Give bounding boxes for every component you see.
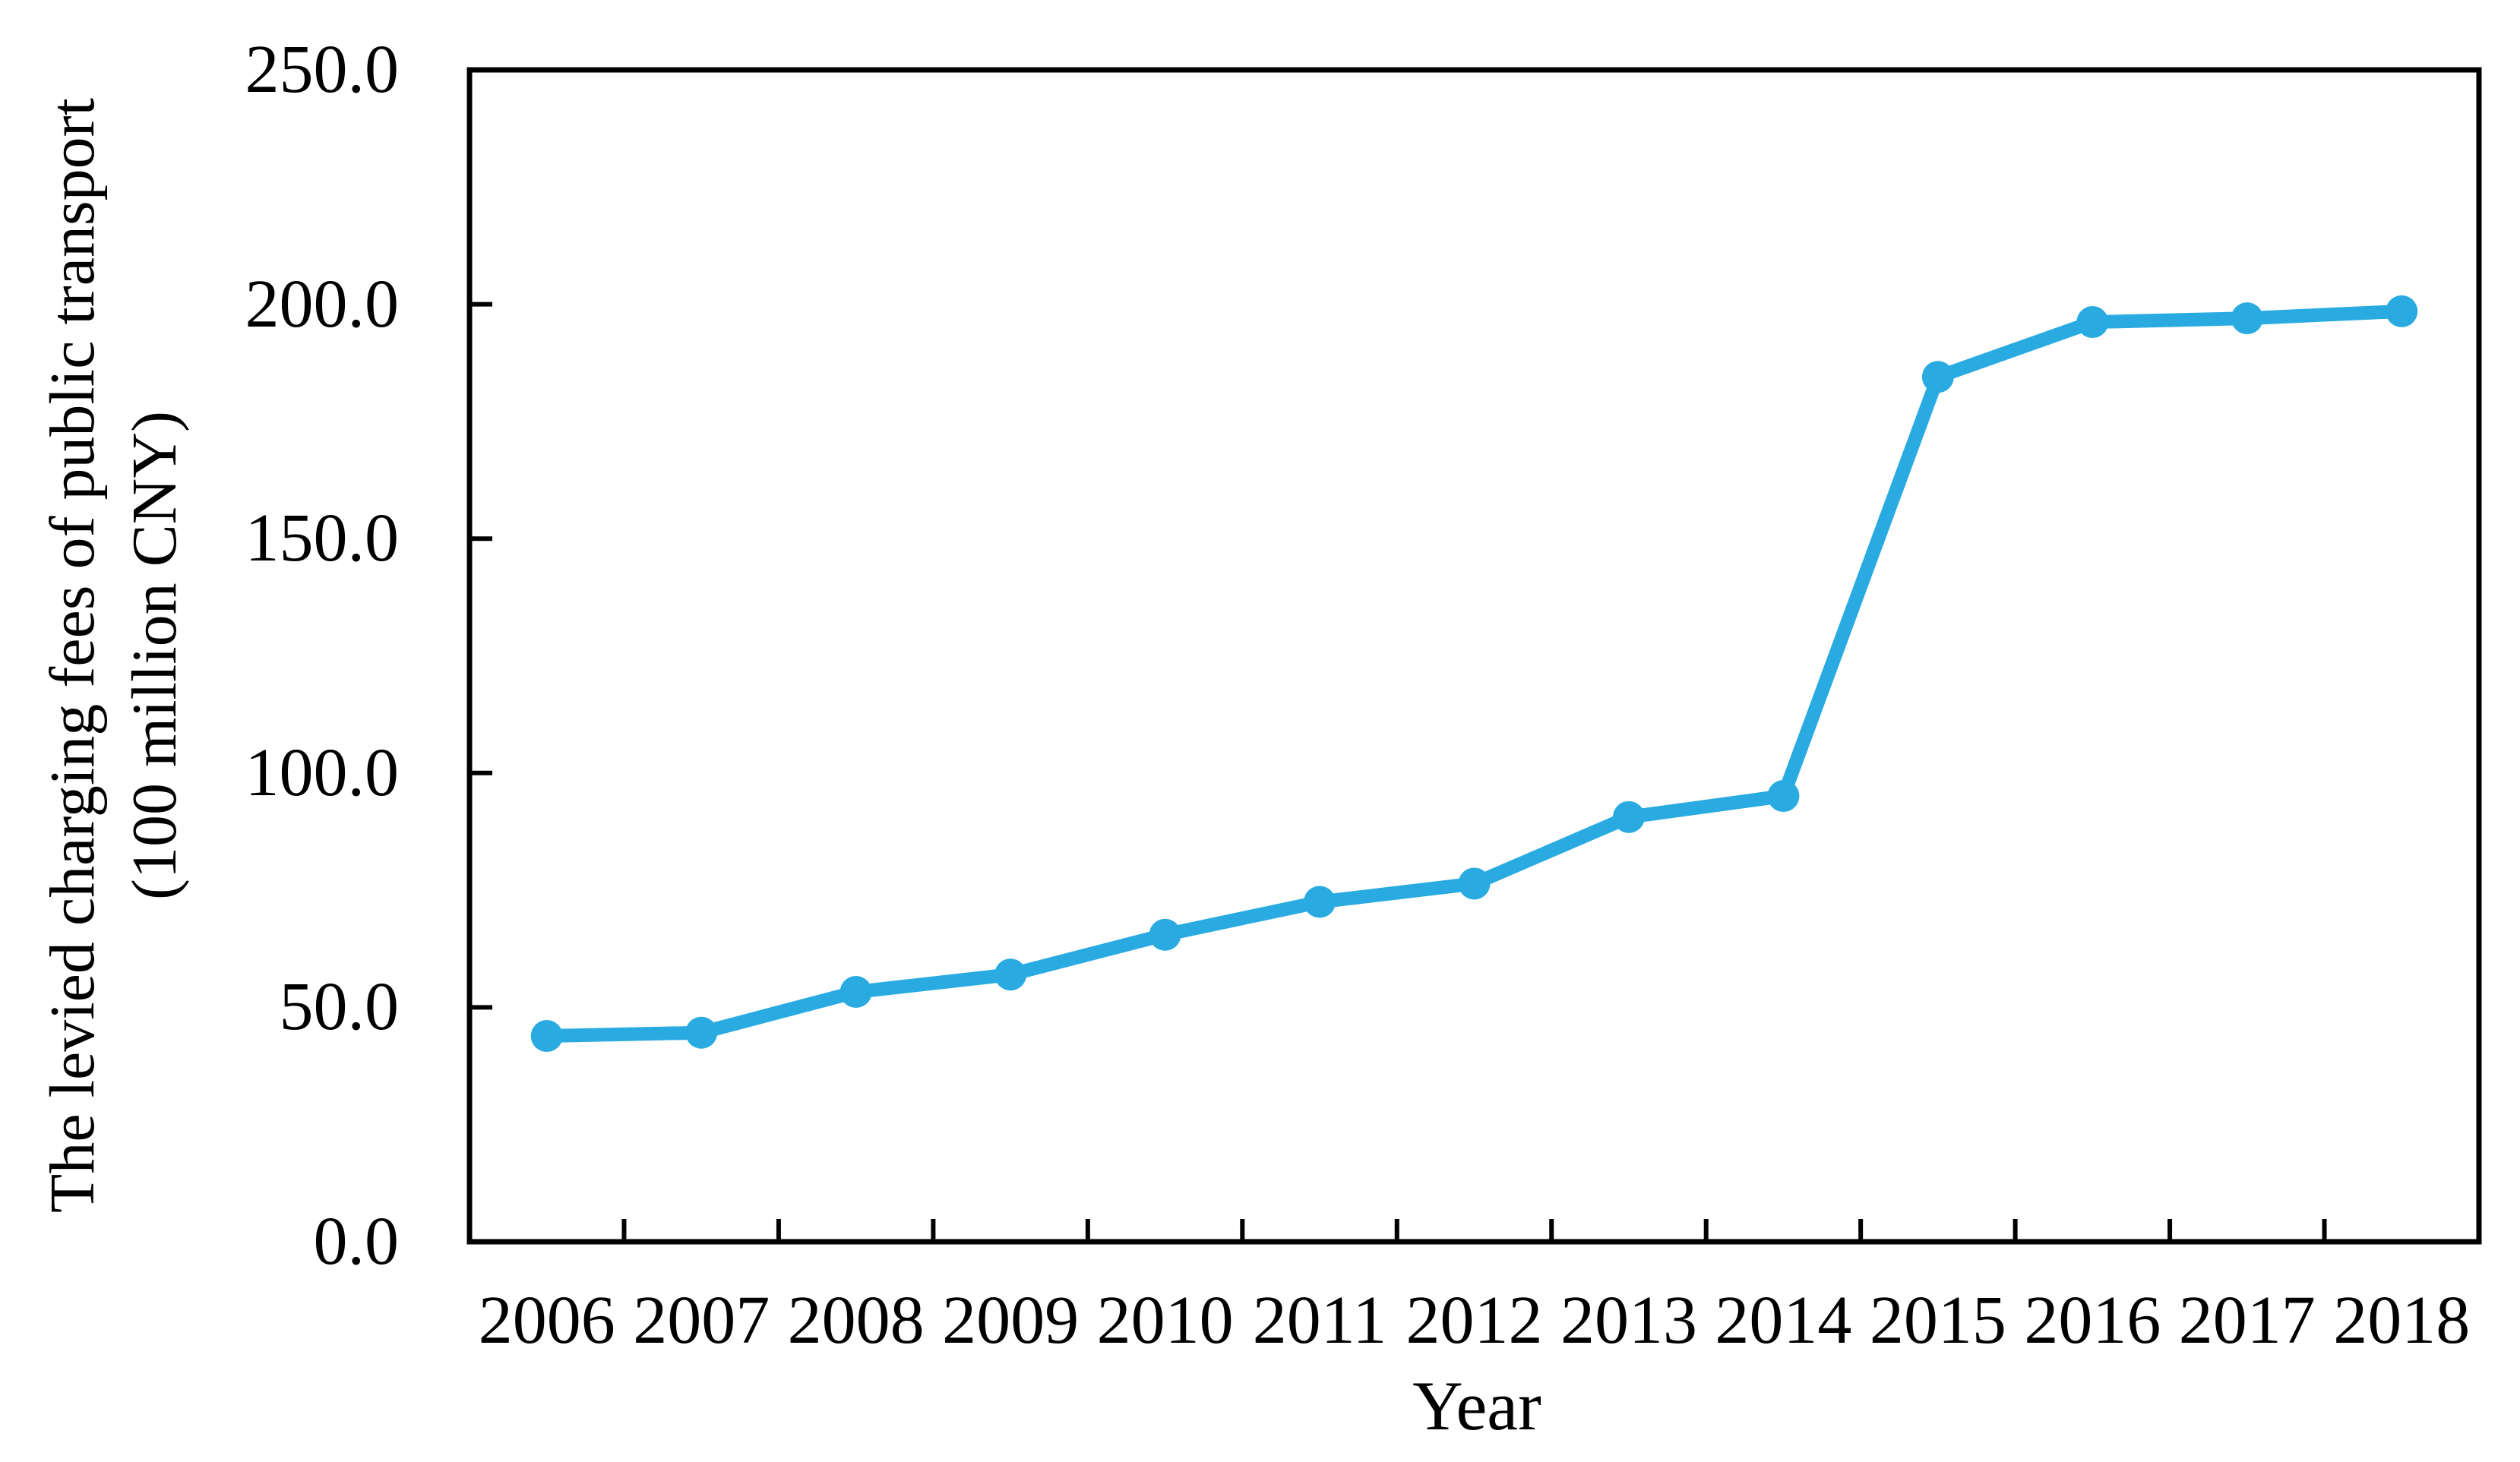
x-tick-label: 2006 (478, 1283, 615, 1358)
x-axis-title: Year (1412, 1367, 1541, 1445)
data-line (539, 304, 2409, 1044)
x-tick-label: 2014 (1715, 1283, 1852, 1358)
data-point (1921, 361, 1954, 393)
x-tick-label: 2015 (1869, 1283, 2006, 1358)
data-point (2076, 306, 2109, 339)
data-point (994, 958, 1027, 991)
x-tick-label: 2009 (942, 1283, 1080, 1358)
data-point (839, 976, 872, 1009)
data-point (530, 1020, 563, 1053)
data-point (1612, 800, 1645, 833)
x-tick-label: 2010 (1096, 1283, 1234, 1358)
x-tick-label: 2016 (2024, 1283, 2161, 1358)
x-tick-label: 2013 (1560, 1283, 1697, 1358)
y-tick-label: 50.0 (279, 969, 400, 1045)
y-tick-label: 150.0 (245, 500, 400, 576)
data-point (1304, 886, 1336, 918)
data-point (1767, 780, 1800, 813)
x-tick-label: 2012 (1405, 1283, 1543, 1358)
plot-border (466, 67, 2482, 1245)
x-tick-label: 2008 (787, 1283, 925, 1358)
x-tick-label: 2007 (633, 1283, 770, 1358)
data-point (1458, 867, 1491, 900)
y-tick-label: 250.0 (245, 32, 400, 107)
data-point (1149, 918, 1181, 951)
data-point (2231, 302, 2263, 335)
y-tick-label: 200.0 (245, 266, 400, 342)
data-point (2386, 295, 2418, 327)
y-tick-label: 100.0 (245, 734, 400, 810)
y-tick-label: 0.0 (313, 1204, 400, 1279)
data-point (685, 1016, 718, 1049)
x-tick-label: 2011 (1252, 1283, 1387, 1358)
x-tick-label: 2017 (2178, 1283, 2316, 1358)
x-tick-label: 2018 (2333, 1283, 2471, 1358)
